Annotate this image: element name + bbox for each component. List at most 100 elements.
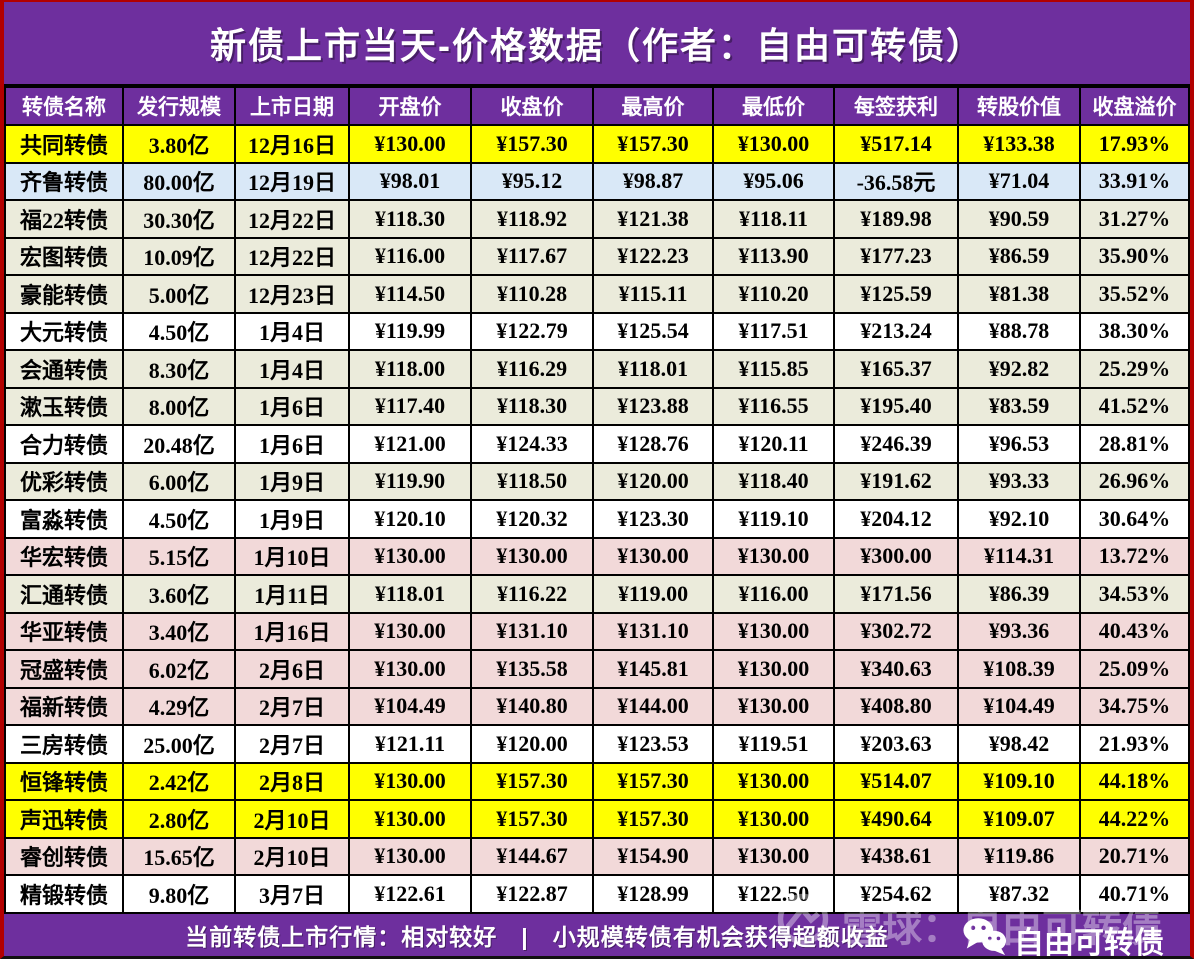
- value-cell: ¥130.00: [712, 536, 835, 576]
- value-cell: 80.00亿: [122, 161, 236, 201]
- value-cell: ¥92.82: [957, 349, 1081, 389]
- table-row: 齐鲁转债 80.00亿 12月19日 ¥98.01 ¥95.12 ¥98.87 ¥95.06…: [4, 161, 1190, 201]
- value-cell: ¥490.64: [833, 799, 959, 839]
- value-cell: ¥130.00: [712, 761, 835, 801]
- column-header-high-price: 最高价: [592, 86, 714, 126]
- value-cell: 44.22%: [1079, 799, 1190, 839]
- value-cell: ¥120.11: [712, 424, 835, 464]
- table-row: 冠盛转债 6.02亿 2月6日 ¥130.00 ¥135.58 ¥145.81 ¥130.0…: [4, 649, 1190, 689]
- value-cell: 17.93%: [1079, 124, 1190, 164]
- wechat-icon: [962, 916, 1008, 957]
- bond-name-cell: 会通转债: [4, 349, 124, 389]
- table-row: 宏图转债 10.09亿 12月22日 ¥116.00 ¥117.67 ¥122.23 ¥11…: [4, 236, 1190, 276]
- page-title: 新债上市当天-价格数据（作者：自由可转债）: [210, 25, 984, 66]
- value-cell: 34.75%: [1079, 686, 1190, 726]
- value-cell: ¥189.98: [833, 199, 959, 239]
- value-cell: ¥117.51: [712, 311, 835, 351]
- value-cell: 13.72%: [1079, 536, 1190, 576]
- value-cell: 5.15亿: [122, 536, 236, 576]
- value-cell: ¥131.10: [592, 611, 714, 651]
- value-cell: ¥517.14: [833, 124, 959, 164]
- value-cell: ¥113.90: [712, 236, 835, 276]
- xueqiu-logo-icon: [776, 892, 830, 956]
- column-header-open-price: 开盘价: [348, 86, 472, 126]
- bond-name-cell: 声迅转债: [4, 799, 124, 839]
- value-cell: ¥117.67: [470, 236, 594, 276]
- value-cell: ¥122.61: [348, 874, 472, 914]
- value-cell: ¥135.58: [470, 649, 594, 689]
- value-cell: ¥81.38: [957, 274, 1081, 314]
- value-cell: 40.71%: [1079, 874, 1190, 914]
- value-cell: ¥157.30: [470, 761, 594, 801]
- table-row: 漱玉转债 8.00亿 1月6日 ¥117.40 ¥118.30 ¥123.88 ¥116.5…: [4, 386, 1190, 426]
- value-cell: ¥119.10: [712, 499, 835, 539]
- value-cell: ¥120.00: [470, 724, 594, 764]
- bond-name-cell: 精锻转债: [4, 874, 124, 914]
- wechat-watermark-text: 自由可转债: [1014, 926, 1164, 959]
- value-cell: ¥110.20: [712, 274, 835, 314]
- value-cell: 12月22日: [234, 199, 350, 239]
- value-cell: 10.09亿: [122, 236, 236, 276]
- value-cell: ¥118.01: [348, 574, 472, 614]
- value-cell: ¥118.50: [470, 461, 594, 501]
- table-row: 华亚转债 3.40亿 1月16日 ¥130.00 ¥131.10 ¥131.10 ¥130.…: [4, 611, 1190, 651]
- value-cell: ¥95.06: [712, 161, 835, 201]
- value-cell: ¥118.92: [470, 199, 594, 239]
- value-cell: ¥130.00: [348, 536, 472, 576]
- value-cell: ¥117.40: [348, 386, 472, 426]
- value-cell: 8.30亿: [122, 349, 236, 389]
- value-cell: 35.52%: [1079, 274, 1190, 314]
- value-cell: ¥124.33: [470, 424, 594, 464]
- bond-name-cell: 优彩转债: [4, 461, 124, 501]
- value-cell: 4.50亿: [122, 311, 236, 351]
- value-cell: ¥254.62: [833, 874, 959, 914]
- value-cell: 2.42亿: [122, 761, 236, 801]
- value-cell: ¥118.01: [592, 349, 714, 389]
- value-cell: 6.02亿: [122, 649, 236, 689]
- value-cell: 25.29%: [1079, 349, 1190, 389]
- table-row: 富淼转债 4.50亿 1月9日 ¥120.10 ¥120.32 ¥123.30 ¥119.1…: [4, 499, 1190, 539]
- value-cell: 1月9日: [234, 499, 350, 539]
- value-cell: ¥115.11: [592, 274, 714, 314]
- value-cell: ¥71.04: [957, 161, 1081, 201]
- value-cell: 33.91%: [1079, 161, 1190, 201]
- bond-name-cell: 福新转债: [4, 686, 124, 726]
- footer-status-text: 当前转债上市行情：相对较好 | 小规模转债有机会获得超额收益: [185, 923, 889, 950]
- bond-name-cell: 恒锋转债: [4, 761, 124, 801]
- value-cell: ¥157.30: [470, 799, 594, 839]
- value-cell: ¥116.29: [470, 349, 594, 389]
- value-cell: ¥119.51: [712, 724, 835, 764]
- value-cell: ¥131.10: [470, 611, 594, 651]
- value-cell: ¥408.80: [833, 686, 959, 726]
- value-cell: ¥93.33: [957, 461, 1081, 501]
- bond-name-cell: 福22转债: [4, 199, 124, 239]
- value-cell: ¥128.76: [592, 424, 714, 464]
- title-bar: 新债上市当天-价格数据（作者：自由可转债）: [4, 2, 1190, 86]
- value-cell: ¥116.00: [348, 236, 472, 276]
- value-cell: ¥115.85: [712, 349, 835, 389]
- value-cell: ¥123.88: [592, 386, 714, 426]
- value-cell: ¥93.36: [957, 611, 1081, 651]
- value-cell: ¥177.23: [833, 236, 959, 276]
- value-cell: 1月10日: [234, 536, 350, 576]
- value-cell: ¥130.00: [348, 836, 472, 876]
- value-cell: 1月4日: [234, 349, 350, 389]
- value-cell: 1月6日: [234, 424, 350, 464]
- value-cell: ¥104.49: [348, 686, 472, 726]
- value-cell: ¥121.00: [348, 424, 472, 464]
- value-cell: ¥302.72: [833, 611, 959, 651]
- value-cell: ¥110.28: [470, 274, 594, 314]
- value-cell: 30.30亿: [122, 199, 236, 239]
- value-cell: ¥130.00: [712, 649, 835, 689]
- value-cell: ¥145.81: [592, 649, 714, 689]
- value-cell: ¥120.00: [592, 461, 714, 501]
- value-cell: ¥514.07: [833, 761, 959, 801]
- value-cell: 31.27%: [1079, 199, 1190, 239]
- value-cell: 2月7日: [234, 724, 350, 764]
- xueqiu-watermark: 雪球：自由可转债: [776, 892, 1162, 956]
- value-cell: ¥191.62: [833, 461, 959, 501]
- table-row: 恒锋转债 2.42亿 2月8日 ¥130.00 ¥157.30 ¥157.30 ¥130.0…: [4, 761, 1190, 801]
- bond-name-cell: 宏图转债: [4, 236, 124, 276]
- value-cell: 2月10日: [234, 836, 350, 876]
- value-cell: -36.58元: [833, 161, 959, 201]
